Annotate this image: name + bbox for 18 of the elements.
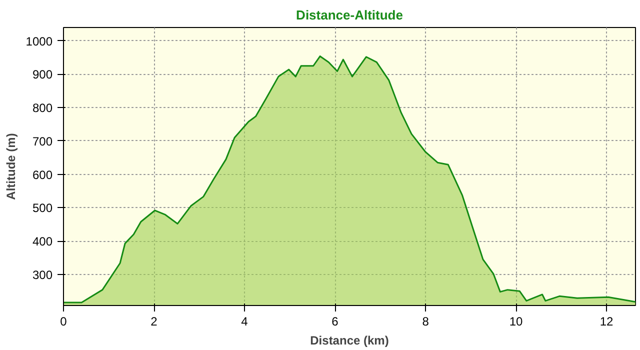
x-tick-label: 4 [241, 314, 248, 328]
y-axis-title: Altitude (m) [4, 133, 18, 200]
x-tick-label: 12 [600, 314, 614, 328]
x-tick-label: 6 [332, 314, 339, 328]
chart-title: Distance-Altitude [296, 8, 403, 22]
y-tick-label: 500 [32, 201, 53, 216]
y-tick-label: 600 [32, 168, 53, 182]
x-tick-label: 2 [150, 314, 158, 328]
x-tick-label: 0 [60, 314, 68, 328]
y-tick-label: 1000 [26, 34, 53, 48]
y-tick-label: 700 [32, 134, 53, 148]
x-tick-label: 10 [509, 314, 524, 328]
y-tick-label: 300 [32, 268, 53, 282]
x-tick-label: 8 [422, 314, 430, 328]
y-tick-label: 900 [32, 68, 53, 82]
y-tick-label: 400 [32, 234, 53, 249]
y-tick-label: 800 [32, 101, 53, 116]
x-axis-title: Distance (km) [310, 334, 389, 348]
